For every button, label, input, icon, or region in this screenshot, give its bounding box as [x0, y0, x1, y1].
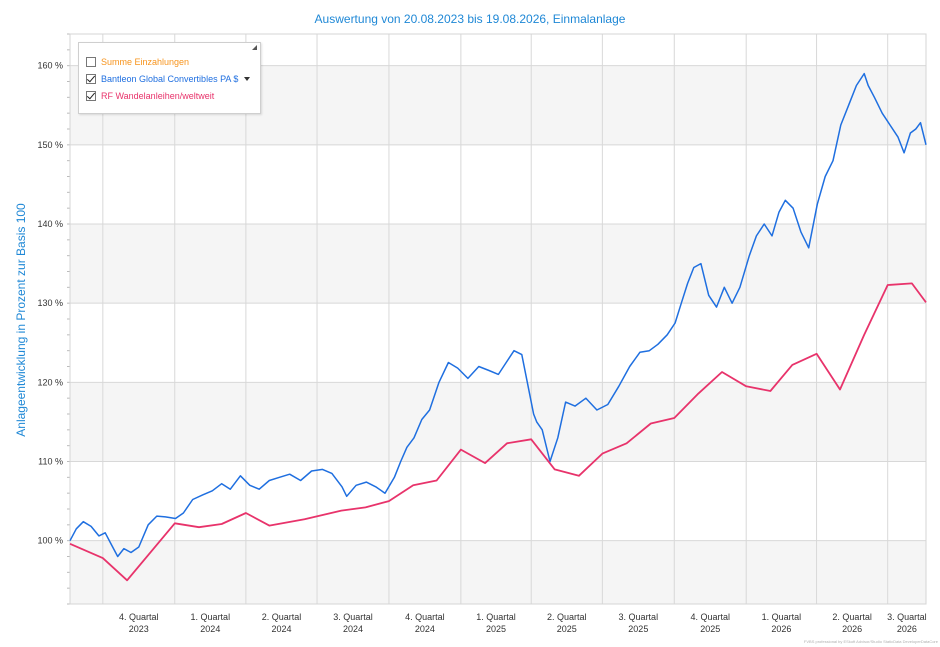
- legend-item-bantleon[interactable]: Bantleon Global Convertibles PA $: [86, 72, 251, 86]
- y-tick-label: 100 %: [37, 536, 63, 546]
- x-tick-label-year: 2025: [628, 624, 648, 634]
- plot-background: [70, 34, 926, 604]
- x-tick-label-quarter: 3. Quartal: [619, 612, 659, 622]
- x-tick-label-quarter: 2. Quartal: [832, 612, 872, 622]
- chart-title: Auswertung von 20.08.2023 bis 19.08.2026…: [315, 12, 626, 26]
- y-tick-label: 150 %: [37, 140, 63, 150]
- x-tick-label-year: 2025: [486, 624, 506, 634]
- legend-label: RF Wandelanleihen/weltweit: [101, 91, 215, 101]
- y-tick-label: 120 %: [37, 377, 63, 387]
- checkbox-bantleon[interactable]: [86, 74, 96, 84]
- legend: Summe Einzahlungen Bantleon Global Conve…: [78, 42, 261, 114]
- x-tick-label-quarter: 2. Quartal: [547, 612, 587, 622]
- x-tick-label-quarter: 2. Quartal: [262, 612, 302, 622]
- x-tick-label-year: 2025: [700, 624, 720, 634]
- legend-item-summe-einzahlungen[interactable]: Summe Einzahlungen: [86, 55, 189, 69]
- checkbox-summe-einzahlungen[interactable]: [86, 57, 96, 67]
- x-tick-label-year: 2024: [415, 624, 435, 634]
- x-tick-label-year: 2024: [271, 624, 291, 634]
- grid-band: [70, 540, 926, 604]
- x-tick-label-year: 2026: [897, 624, 917, 634]
- series-line-rf-wandelanleihen-weltweit: [69, 282, 927, 582]
- x-tick-label-quarter: 1. Quartal: [191, 612, 231, 622]
- y-axis-ticks: 100 % 110 % 120 % 130 % 140 % 150 % 160 %: [37, 33, 70, 605]
- series-line-bantleon-global-convertibles-pa: [69, 72, 927, 558]
- x-tick-label-quarter: 4. Quartal: [405, 612, 445, 622]
- grid-band: [70, 224, 926, 304]
- legend-label: Bantleon Global Convertibles PA $: [101, 74, 239, 84]
- x-tick-label-quarter: 4. Quartal: [690, 612, 730, 622]
- series-lines: [69, 72, 927, 582]
- footer-text: FVBS professional by ESkoft Advisor/Stud…: [804, 639, 939, 644]
- x-tick-label-year: 2026: [771, 624, 791, 634]
- legend-item-rf-wandelanleihen[interactable]: RF Wandelanleihen/weltweit: [86, 89, 214, 103]
- chevron-down-icon[interactable]: [244, 77, 251, 81]
- y-tick-label: 130 %: [37, 298, 63, 308]
- x-tick-label-quarter: 1. Quartal: [476, 612, 516, 622]
- y-tick-label: 110 %: [38, 457, 63, 467]
- grid-band: [70, 382, 926, 462]
- x-tick-label-year: 2025: [557, 624, 577, 634]
- x-tick-label-year: 2023: [129, 624, 149, 634]
- x-tick-label-quarter: 1. Quartal: [762, 612, 802, 622]
- resize-grip-icon[interactable]: [252, 45, 257, 50]
- x-axis-ticks: 4. Quartal 2023 1. Quartal 2024 2. Quartal 20…: [119, 612, 927, 634]
- x-tick-label-quarter: 4. Quartal: [119, 612, 159, 622]
- x-tick-label-year: 2026: [842, 624, 862, 634]
- x-tick-label-quarter: 3. Quartal: [333, 612, 373, 622]
- checkbox-rf-wandelanleihen[interactable]: [86, 91, 96, 101]
- x-tick-label-year: 2024: [200, 624, 220, 634]
- plot-area-border: [69, 33, 927, 605]
- y-tick-label: 160 %: [37, 61, 63, 71]
- y-axis-label: Anlageentwicklung in Prozent zur Basis 1…: [14, 203, 28, 437]
- x-tick-label-quarter: 3. Quartal: [887, 612, 927, 622]
- x-tick-label-year: 2024: [343, 624, 363, 634]
- y-tick-label: 140 %: [37, 219, 63, 229]
- legend-label: Summe Einzahlungen: [101, 57, 190, 67]
